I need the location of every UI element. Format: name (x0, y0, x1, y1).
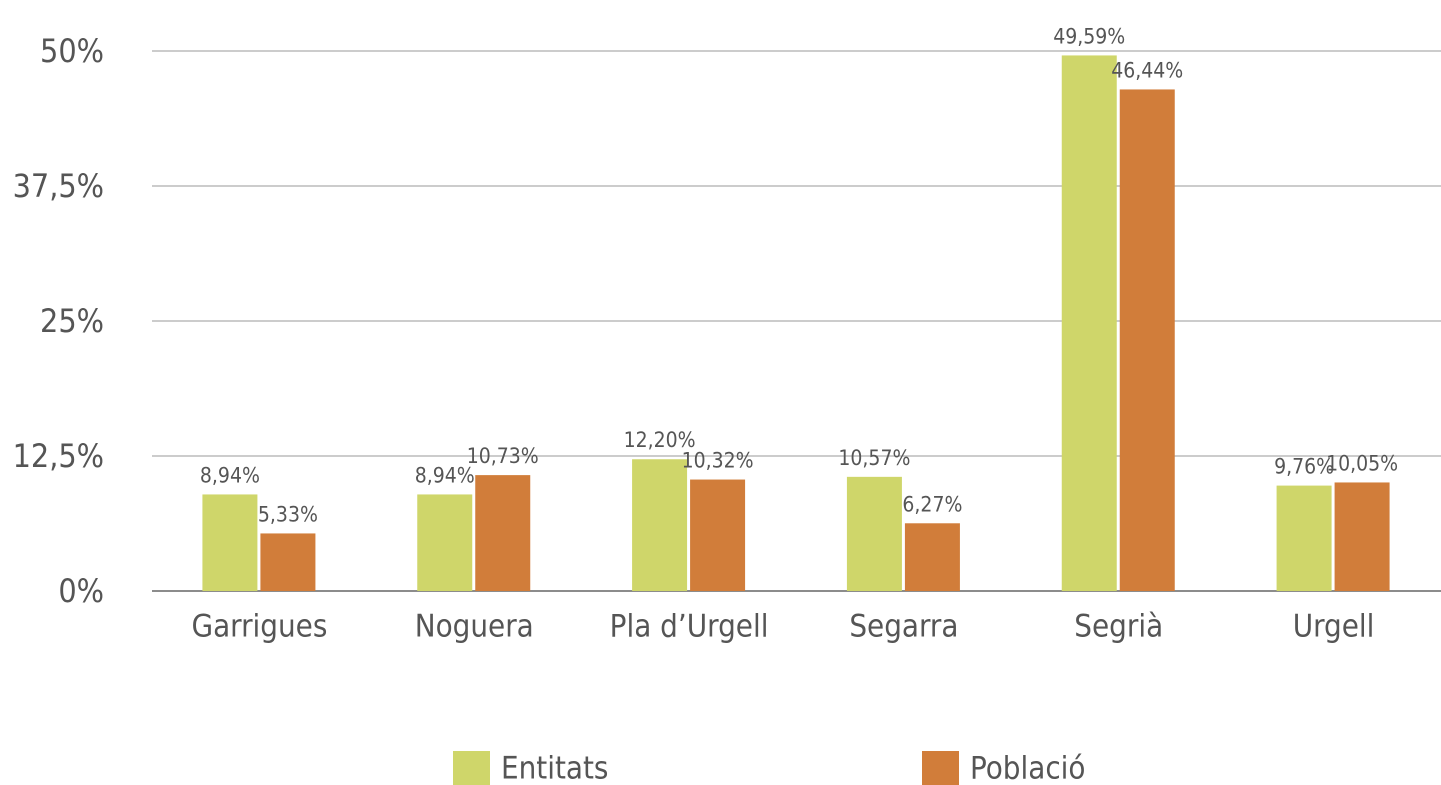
y-tick-label: 0% (58, 572, 104, 610)
bar (904, 523, 960, 591)
value-label: 46,44% (1111, 58, 1183, 82)
legend-label: Entitats (501, 751, 608, 785)
bar (1334, 482, 1390, 591)
bar (1276, 485, 1332, 591)
value-label: 12,20% (624, 428, 696, 452)
value-label: 10,05% (1326, 451, 1398, 475)
x-tick-label: Garrigues (191, 609, 327, 645)
bar (417, 494, 473, 591)
y-tick-label: 50% (40, 32, 104, 70)
legend-swatch (453, 751, 490, 785)
bar (260, 533, 316, 591)
value-label: 8,94% (415, 463, 475, 487)
value-label: 8,94% (200, 463, 260, 487)
bar (690, 479, 746, 591)
bar (846, 476, 902, 591)
value-label: 10,73% (467, 444, 539, 468)
bar (1119, 89, 1175, 591)
value-label: 9,76% (1274, 455, 1334, 479)
bar (475, 475, 531, 591)
x-tick-label: Pla d’Urgell (610, 609, 769, 645)
y-tick-label: 37,5% (13, 167, 104, 205)
x-tick-label: Noguera (415, 609, 534, 645)
value-label: 10,57% (838, 446, 910, 470)
legend-swatch (922, 751, 959, 785)
value-label: 10,32% (682, 449, 754, 473)
value-label: 6,27% (902, 492, 962, 516)
bar (202, 494, 258, 591)
x-tick-label: Segrià (1074, 609, 1163, 645)
bar (1061, 55, 1117, 592)
value-label: 5,33% (258, 502, 318, 526)
x-tick-label: Segarra (849, 609, 958, 645)
value-label: 49,59% (1053, 24, 1125, 48)
y-tick-label: 25% (40, 302, 104, 340)
y-tick-label: 12,5% (13, 437, 104, 475)
legend-label: Població (970, 751, 1085, 785)
x-tick-label: Urgell (1293, 609, 1375, 645)
bar (632, 459, 688, 591)
